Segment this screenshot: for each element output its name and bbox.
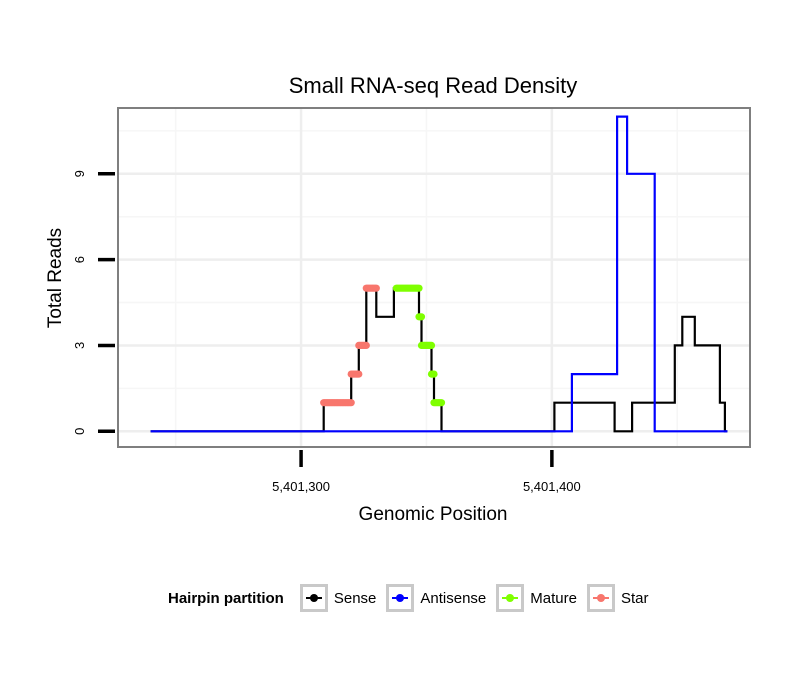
x-tick-label: 5,401,400 — [523, 479, 581, 494]
legend-key-sense — [299, 584, 328, 612]
chart-title: Small RNA-seq Read Density — [289, 73, 578, 98]
panel-border — [117, 107, 751, 448]
series-points-star — [320, 284, 380, 407]
data-point-mature — [417, 313, 426, 321]
legend: Hairpin partition Sense Antisense Mature… — [168, 579, 658, 617]
series-line-antisense — [150, 115, 728, 433]
legend-item-star: Star — [586, 584, 653, 612]
legend-key-antisense — [386, 584, 415, 612]
y-axis-title: Total Reads — [45, 228, 66, 328]
y-tick-label: 3 — [72, 342, 87, 349]
data-point-star — [355, 370, 363, 378]
x-axis: 5,401,300 5,401,400 — [272, 450, 581, 494]
legend-label-antisense: Antisense — [420, 589, 487, 607]
series-points-mature — [392, 284, 446, 407]
y-tick-label: 0 — [72, 428, 87, 435]
data-point-star — [347, 399, 355, 407]
legend-label-star: Star — [620, 589, 649, 607]
data-point-star — [362, 341, 370, 349]
y-tick-label: 6 — [72, 256, 87, 263]
legend-label-mature: Mature — [530, 589, 577, 607]
legend-label-sense: Sense — [333, 589, 377, 607]
x-axis-title: Genomic Position — [359, 504, 508, 525]
y-axis: 0 3 6 9 — [72, 170, 115, 435]
x-tick-label: 5,401,300 — [272, 479, 330, 494]
legend-key-star — [586, 584, 615, 612]
legend-item-mature: Mature — [496, 584, 581, 612]
data-point-star — [372, 284, 380, 292]
data-point-mature — [415, 284, 423, 292]
plot-panel — [118, 108, 750, 447]
y-tick-label: 9 — [72, 170, 87, 177]
data-point-mature — [430, 370, 438, 378]
series-layer — [150, 115, 728, 433]
legend-key-mature — [496, 584, 525, 612]
data-point-mature — [437, 399, 446, 407]
legend-item-sense: Sense — [299, 584, 381, 612]
data-point-mature — [427, 341, 436, 349]
legend-item-antisense: Antisense — [386, 584, 490, 612]
legend-title: Hairpin partition — [168, 589, 284, 607]
